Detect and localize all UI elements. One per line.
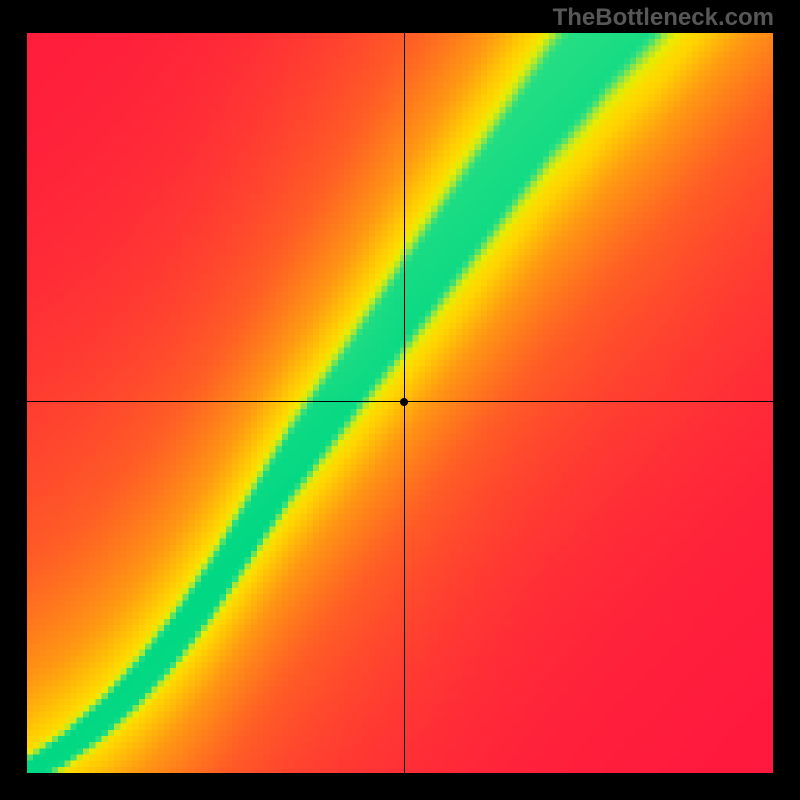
chart-container: TheBottleneck.com (0, 0, 800, 800)
watermark-text: TheBottleneck.com (553, 4, 774, 32)
